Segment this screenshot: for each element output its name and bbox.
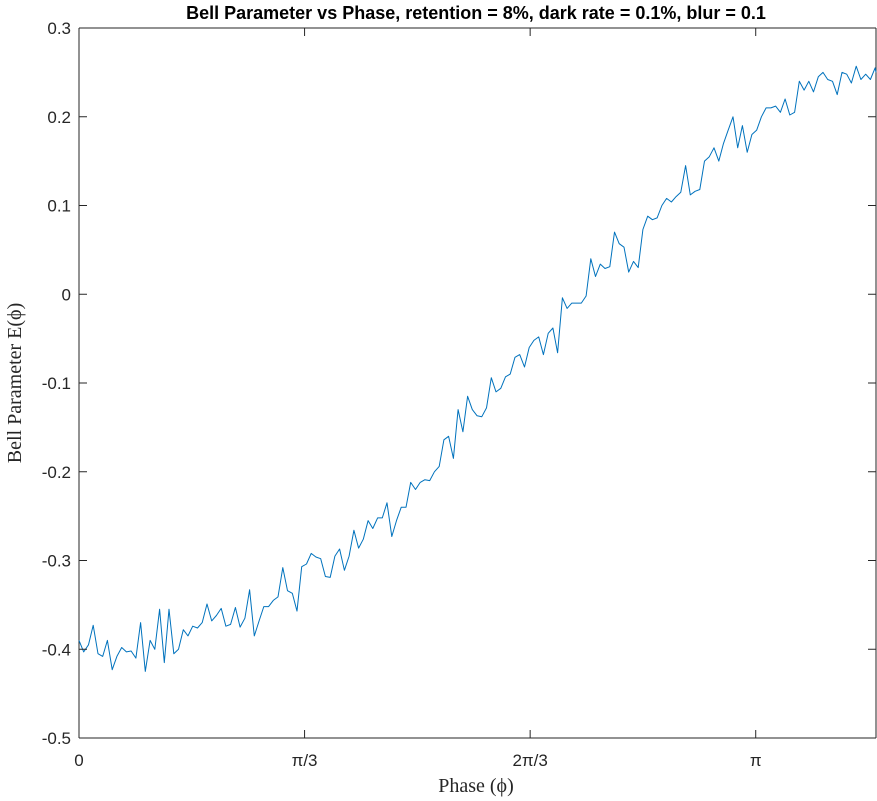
x-axis-title: Phase (ϕ): [438, 775, 514, 797]
x-tick-label: 0: [74, 751, 83, 770]
y-tick-label: -0.4: [42, 640, 71, 659]
y-tick-label: 0.1: [47, 197, 71, 216]
y-tick-label: 0: [62, 285, 71, 304]
y-tick-label: 0.2: [47, 108, 71, 127]
x-tick-label: π/3: [292, 751, 318, 770]
ticks-layer: 0 π/3 2π/3 π 0.3 0.2 0.1 0 -0.1 -0.2 -0.3 -0.4 -0.5: [42, 19, 876, 770]
y-axis-title: Bell Parameter E(ϕ): [4, 303, 26, 463]
x-tick-label: π: [750, 751, 762, 770]
y-tick-label: -0.2: [42, 463, 71, 482]
y-tick-label: -0.1: [42, 374, 71, 393]
x-tick-label: 2π/3: [512, 751, 547, 770]
series-layer: [78, 65, 877, 672]
y-tick-label: 0.3: [47, 19, 71, 38]
y-tick-label: -0.5: [42, 729, 71, 748]
y-tick-label: -0.3: [42, 552, 71, 571]
chart-title: Bell Parameter vs Phase, retention = 8%,…: [186, 3, 766, 23]
series-line: [78, 65, 877, 672]
